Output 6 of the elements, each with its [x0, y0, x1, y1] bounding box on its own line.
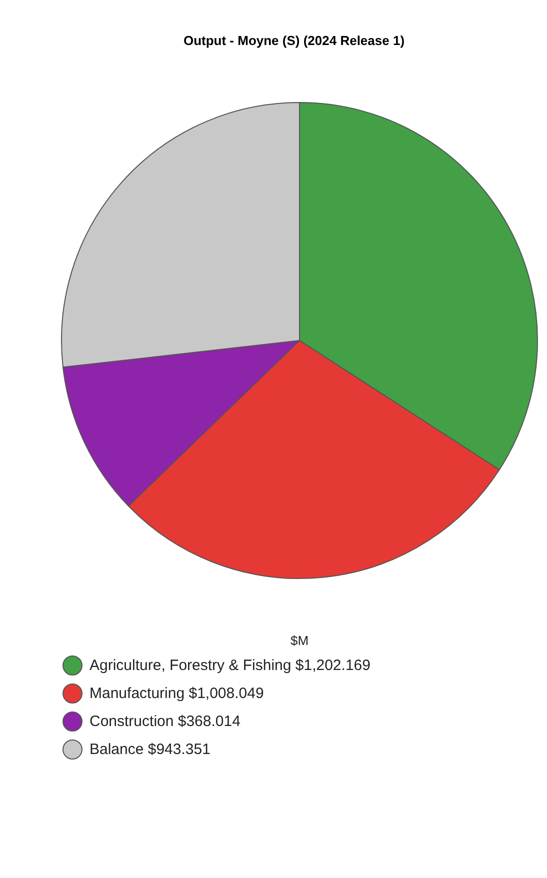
legend-label: Agriculture, Forestry & Fishing $1,202.169 [90, 657, 370, 674]
text: $M [290, 633, 309, 648]
legend-label: Manufacturing $1,008.049 [90, 685, 264, 702]
chart-title: Output - Moyne (S) (2024 Release 1) [183, 33, 405, 48]
legend-label: Balance $943.351 [90, 741, 210, 758]
legend-label: Construction $368.014 [90, 713, 240, 730]
